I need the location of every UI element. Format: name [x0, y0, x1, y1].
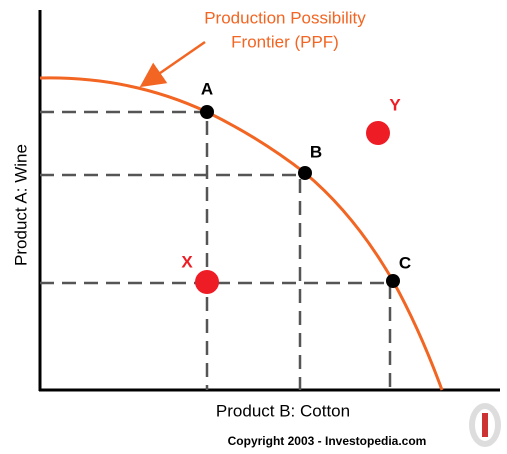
x-axis-label: Product B: Cotton	[216, 401, 350, 420]
point-label: B	[310, 142, 322, 161]
point-x	[195, 270, 219, 294]
point-y	[366, 121, 390, 145]
point-a	[200, 105, 214, 119]
logo	[469, 403, 501, 447]
point-b	[298, 166, 312, 180]
point-c	[386, 274, 400, 288]
point-label: Y	[389, 95, 401, 114]
point-label: C	[399, 253, 411, 272]
guide-c	[40, 281, 392, 390]
copyright: Copyright 2003 - Investopedia.com	[228, 434, 427, 448]
title-line: Production Possibility	[204, 8, 366, 27]
guide-a	[40, 110, 209, 390]
point-label: A	[201, 79, 213, 98]
y-axis-label: Product A: Wine	[11, 144, 30, 266]
guide-b	[40, 173, 302, 390]
title-arrow	[139, 40, 206, 88]
title-line: Frontier (PPF)	[231, 32, 339, 51]
point-label: X	[181, 252, 193, 271]
